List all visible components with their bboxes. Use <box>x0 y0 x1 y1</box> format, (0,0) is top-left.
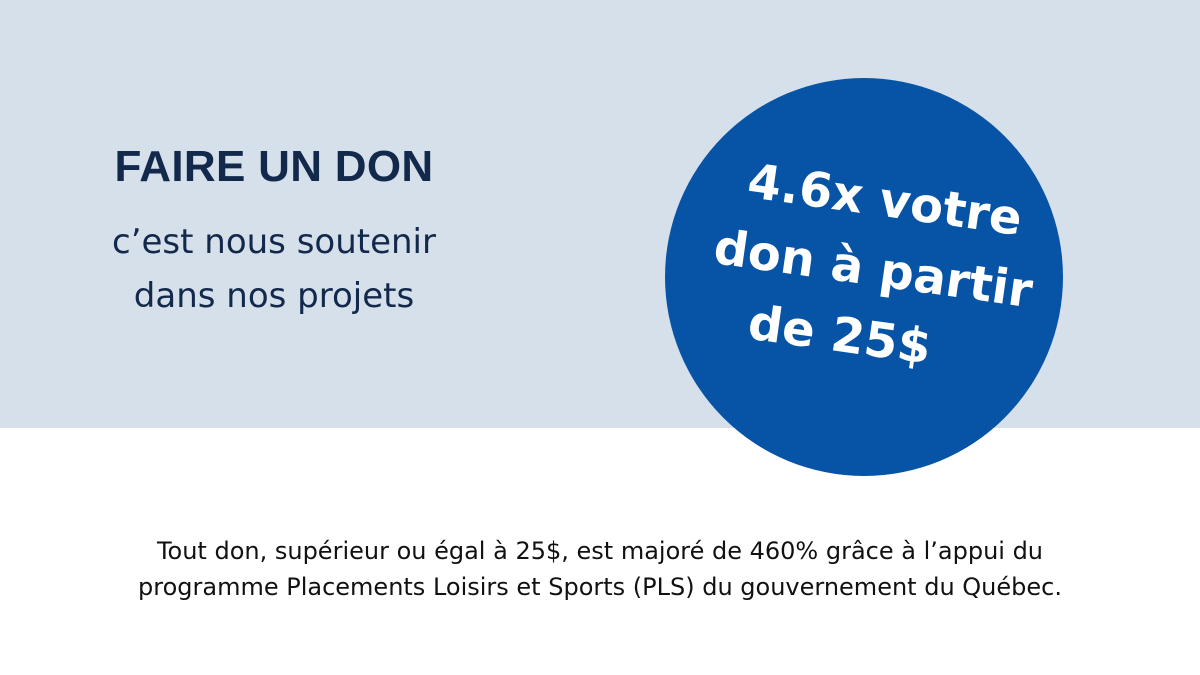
multiplier-badge: 4.6x votre don à partir de 25$ <box>665 78 1063 476</box>
footnote-line-1: Tout don, supérieur ou égal à 25$, est m… <box>156 537 1044 565</box>
badge-text-group: 4.6x votre don à partir de 25$ <box>639 52 1089 502</box>
hero-text-block: FAIRE UN DON c’est nous soutenir dans no… <box>0 0 560 428</box>
subline-support: c’est nous soutenir <box>112 222 436 262</box>
headline: FAIRE UN DON <box>114 142 434 191</box>
footnote-line-2: programme Placements Loisirs et Sports (… <box>138 573 1062 601</box>
subline-projects: dans nos projets <box>133 276 415 316</box>
